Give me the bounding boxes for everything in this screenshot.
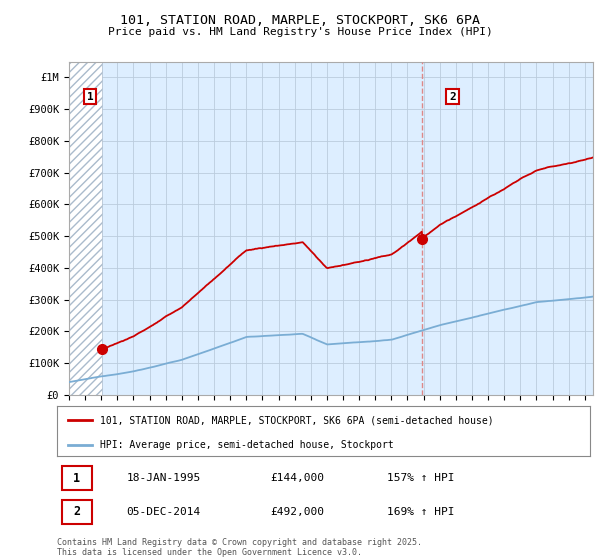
Text: HPI: Average price, semi-detached house, Stockport: HPI: Average price, semi-detached house,…	[100, 440, 394, 450]
Text: 2: 2	[73, 505, 80, 518]
Text: 18-JAN-1995: 18-JAN-1995	[126, 473, 200, 483]
FancyBboxPatch shape	[62, 466, 92, 490]
Text: 101, STATION ROAD, MARPLE, STOCKPORT, SK6 6PA (semi-detached house): 101, STATION ROAD, MARPLE, STOCKPORT, SK…	[100, 415, 493, 425]
Text: 2: 2	[449, 91, 456, 101]
Text: 101, STATION ROAD, MARPLE, STOCKPORT, SK6 6PA: 101, STATION ROAD, MARPLE, STOCKPORT, SK…	[120, 14, 480, 27]
Text: 1: 1	[73, 472, 80, 484]
Text: 157% ↑ HPI: 157% ↑ HPI	[388, 473, 455, 483]
Text: Price paid vs. HM Land Registry's House Price Index (HPI): Price paid vs. HM Land Registry's House …	[107, 27, 493, 37]
Text: 1: 1	[86, 91, 94, 101]
Text: £144,000: £144,000	[270, 473, 324, 483]
FancyBboxPatch shape	[62, 500, 92, 524]
Bar	[69, 62, 102, 395]
Text: £492,000: £492,000	[270, 507, 324, 517]
Text: 05-DEC-2014: 05-DEC-2014	[126, 507, 200, 517]
Text: Contains HM Land Registry data © Crown copyright and database right 2025.
This d: Contains HM Land Registry data © Crown c…	[57, 538, 422, 557]
Text: 169% ↑ HPI: 169% ↑ HPI	[388, 507, 455, 517]
